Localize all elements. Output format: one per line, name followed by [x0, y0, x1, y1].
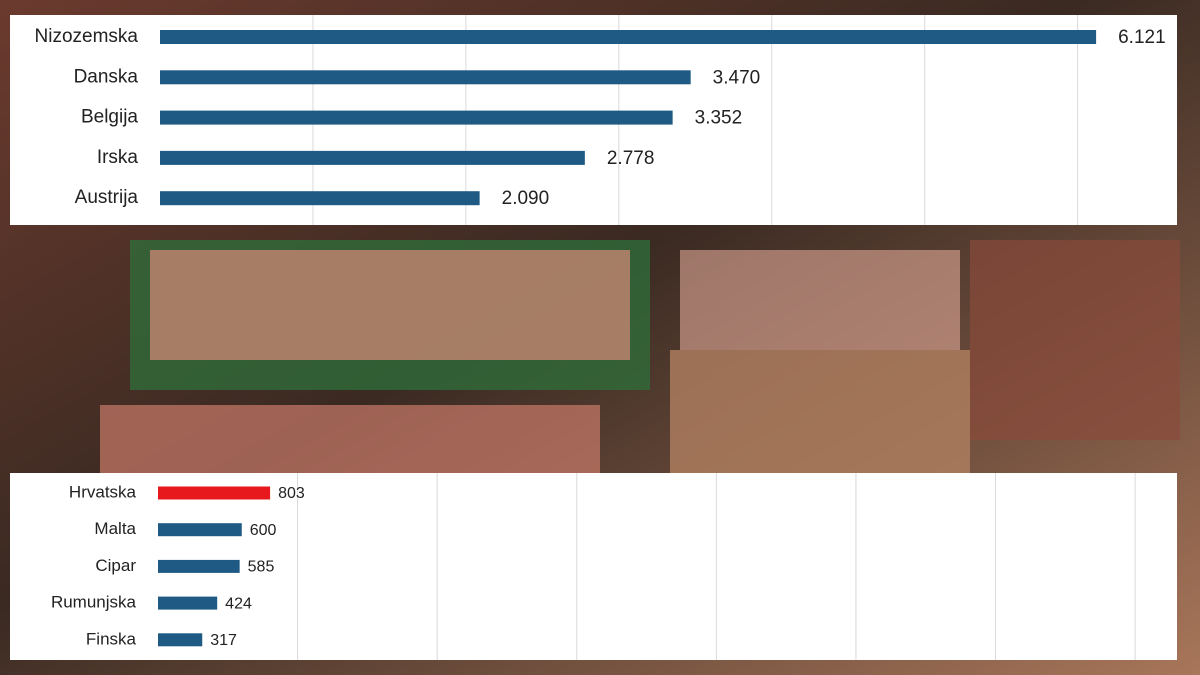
bar [160, 30, 1097, 44]
bar [158, 486, 271, 500]
bar [160, 70, 691, 85]
apples [680, 250, 960, 350]
data-label: 600 [250, 522, 277, 539]
bar [158, 559, 240, 573]
y-tick-label: Austrija [75, 187, 139, 208]
shelf [970, 240, 1180, 440]
y-tick-label: Hrvatska [69, 482, 137, 501]
data-label: 2.778 [607, 148, 655, 169]
data-label: 424 [225, 595, 252, 612]
data-label: 317 [210, 632, 237, 649]
bar [160, 110, 673, 125]
wooden-crate [670, 350, 970, 475]
bar [160, 150, 585, 165]
bar [158, 633, 203, 647]
y-tick-label: Malta [94, 519, 136, 538]
y-tick-label: Rumunjska [51, 593, 137, 612]
apples [100, 405, 600, 475]
y-tick-label: Belgija [81, 107, 138, 128]
bar [160, 191, 480, 206]
bar [158, 596, 218, 610]
data-label: 803 [278, 485, 305, 502]
data-label: 3.352 [695, 108, 743, 129]
y-tick-label: Cipar [95, 556, 136, 575]
y-tick-label: Irska [97, 147, 139, 168]
data-label: 2.090 [502, 188, 550, 209]
data-label: 3.470 [713, 67, 761, 88]
data-label: 6.121 [1118, 27, 1166, 48]
y-tick-label: Finska [86, 629, 137, 648]
y-tick-label: Nizozemska [35, 26, 139, 47]
data-label: 585 [248, 559, 275, 576]
y-tick-label: Danska [74, 66, 139, 87]
apples [150, 250, 630, 360]
bar [158, 523, 242, 537]
